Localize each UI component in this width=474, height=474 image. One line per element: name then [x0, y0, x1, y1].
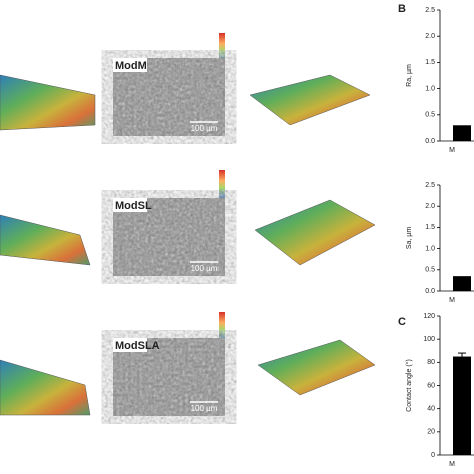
panel-label: C [398, 316, 406, 328]
y-tick-label: 100 [423, 336, 435, 343]
scale-label: 100 µm [191, 264, 218, 273]
scale-label: 100 µm [191, 124, 218, 133]
label-box [113, 198, 147, 212]
label-box [113, 58, 147, 72]
y-tick-label: 80 [427, 359, 435, 366]
y-tick-label: 2.0 [425, 203, 435, 210]
x-tick-label: M [449, 461, 455, 468]
image-label: ModM [115, 60, 147, 72]
y-tick-label: 0.5 [425, 112, 435, 119]
y-tick-label: 2.5 [425, 182, 435, 189]
y-tick-label: 40 [427, 406, 435, 413]
y-axis-label: Sa, µm [406, 227, 413, 249]
bar [453, 125, 471, 141]
y-tick-label: 0.5 [425, 267, 435, 274]
y-tick-label: 60 [427, 382, 435, 389]
y-tick-label: 2.0 [425, 33, 435, 40]
panel-label: B [398, 3, 406, 15]
y-tick-label: 1.5 [425, 59, 435, 66]
y-axis-label: Contact angle (°) [405, 359, 413, 412]
surface-plots [0, 74, 376, 416]
label-box [113, 338, 147, 352]
bar [453, 276, 471, 291]
y-tick-label: 1.5 [425, 224, 435, 231]
y-tick-label: 120 [423, 313, 435, 320]
y-tick-label: 0 [431, 452, 435, 459]
image-label: ModSL [115, 200, 152, 212]
y-tick-label: 0.0 [425, 138, 435, 145]
scale-label: 100 µm [191, 404, 218, 413]
bar [453, 356, 471, 455]
y-tick-label: 1.0 [425, 245, 435, 252]
sem-images: ModM 100 µm ModSL 100 µm ModSLA 100 µm [113, 58, 225, 416]
colorbars [219, 33, 225, 348]
x-tick-label: M [449, 147, 455, 154]
x-tick-label: M [449, 297, 455, 304]
y-tick-label: 2.5 [425, 7, 435, 14]
y-tick-label: 0.0 [425, 288, 435, 295]
y-axis-label: Ra, µm [406, 64, 413, 87]
y-tick-label: 1.0 [425, 85, 435, 92]
image-label: ModSLA [115, 340, 160, 352]
y-tick-label: 20 [427, 429, 435, 436]
